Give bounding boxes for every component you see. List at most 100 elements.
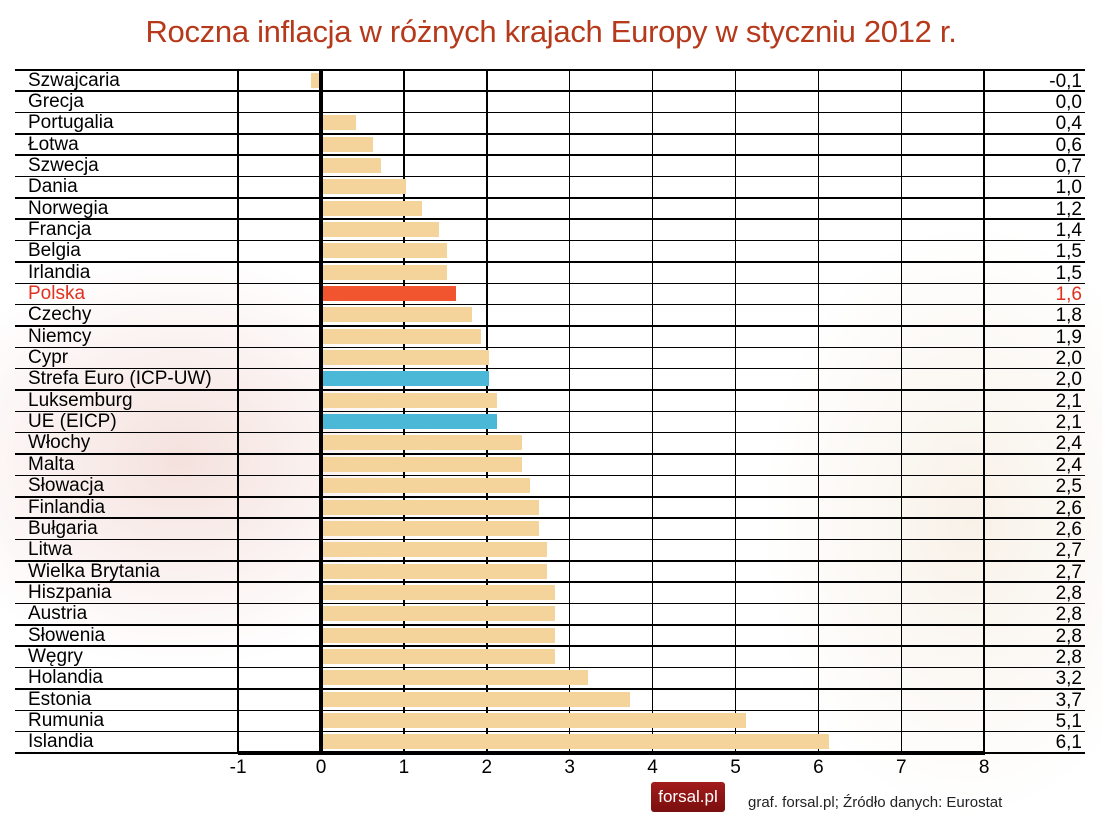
value-label: 2,7	[1055, 561, 1082, 583]
bar	[323, 648, 556, 664]
x-tick-label: 2	[481, 757, 493, 778]
x-tick-label: 1	[398, 757, 410, 778]
bar	[323, 456, 522, 472]
category-label: Łotwa	[28, 133, 79, 155]
bar	[323, 200, 423, 216]
value-label: 2,7	[1055, 540, 1082, 562]
category-label: Strefa Euro (ICP-UW)	[28, 368, 212, 390]
bar	[323, 371, 489, 387]
bar	[323, 734, 829, 750]
bar	[323, 157, 382, 173]
value-label: 1,6	[1055, 284, 1082, 305]
zero-axis-line	[319, 69, 323, 753]
category-label: Węgry	[28, 645, 83, 667]
row-divider	[15, 197, 1085, 199]
value-label: 0,7	[1055, 155, 1082, 177]
value-label: 2,0	[1055, 369, 1082, 391]
row-divider	[15, 133, 1085, 135]
category-label: Szwajcaria	[28, 69, 120, 91]
value-label: 2,1	[1055, 390, 1082, 412]
value-label: 2,4	[1055, 454, 1082, 476]
grid-line	[900, 69, 903, 753]
bar	[323, 307, 473, 323]
row-divider	[15, 624, 1085, 626]
category-label: Belgia	[28, 240, 81, 262]
bar	[323, 264, 448, 280]
bar	[323, 136, 373, 152]
row-divider	[15, 367, 1085, 370]
bar	[323, 713, 746, 728]
category-label: Słowenia	[28, 624, 106, 646]
value-label: 2,6	[1055, 497, 1082, 519]
bar	[323, 584, 556, 600]
bar	[323, 243, 448, 259]
row-divider	[15, 346, 1085, 349]
category-label: Islandia	[28, 731, 94, 753]
grid-line	[734, 69, 737, 753]
bar	[323, 392, 498, 408]
bar	[323, 478, 531, 494]
bar	[323, 286, 456, 301]
row-divider	[15, 602, 1085, 605]
row-divider	[15, 517, 1085, 519]
value-label: 2,8	[1055, 604, 1082, 626]
value-label: 1,5	[1055, 262, 1082, 284]
row-divider	[15, 645, 1085, 647]
value-label: 2,0	[1055, 348, 1082, 370]
x-tick-label: -1	[229, 757, 247, 778]
value-label: 0,6	[1055, 134, 1082, 156]
value-label: 6,1	[1055, 732, 1082, 754]
bar	[323, 691, 630, 707]
category-label: Holandia	[28, 667, 103, 689]
row-divider	[15, 175, 1085, 178]
bar	[323, 627, 556, 643]
bar	[323, 499, 539, 515]
row-divider	[15, 709, 1085, 711]
category-label: Irlandia	[28, 261, 91, 283]
bar	[323, 414, 498, 430]
row-divider	[15, 261, 1085, 263]
x-tick-label: 7	[896, 757, 907, 778]
value-label: 1,5	[1055, 241, 1082, 263]
bar	[323, 221, 440, 237]
grid-line	[237, 69, 239, 753]
row-divider	[15, 560, 1085, 562]
category-label: Cypr	[28, 347, 69, 369]
category-label: Austria	[28, 603, 88, 625]
category-label: Hiszpania	[28, 581, 112, 603]
row-divider	[15, 282, 1085, 284]
category-label: Litwa	[28, 539, 73, 561]
value-label: 0,0	[1055, 91, 1082, 113]
value-label: 1,0	[1055, 177, 1082, 199]
row-divider	[15, 474, 1085, 477]
chart-title: Roczna inflacja w różnych krajach Europy…	[145, 14, 957, 49]
row-divider	[15, 666, 1085, 669]
grid-line	[817, 69, 820, 753]
category-label: Norwegia	[28, 197, 109, 219]
value-label: 3,7	[1055, 689, 1082, 711]
bar	[323, 115, 357, 131]
row-divider	[15, 410, 1085, 413]
category-label: Grecja	[28, 90, 84, 112]
category-label: Rumunia	[28, 710, 105, 731]
category-label: Finlandia	[28, 496, 106, 518]
bar	[323, 606, 556, 622]
grid-line	[651, 69, 654, 753]
x-tick-label: 8	[978, 757, 990, 778]
grid-line	[403, 69, 405, 753]
category-label: Wielka Brytania	[28, 560, 160, 582]
category-label: Dania	[28, 176, 78, 198]
value-label: 3,2	[1055, 668, 1082, 690]
category-label: Luksemburg	[28, 389, 133, 411]
value-label: 2,4	[1055, 433, 1082, 455]
grid-line	[568, 69, 571, 753]
x-axis-line	[238, 751, 986, 756]
row-divider	[15, 325, 1085, 327]
x-tick-label: 3	[564, 757, 575, 778]
category-label: Bułgaria	[28, 517, 98, 539]
row-divider	[15, 453, 1085, 455]
category-label: Włochy	[28, 432, 91, 454]
value-label: 5,1	[1055, 711, 1082, 732]
row-divider	[15, 154, 1085, 156]
